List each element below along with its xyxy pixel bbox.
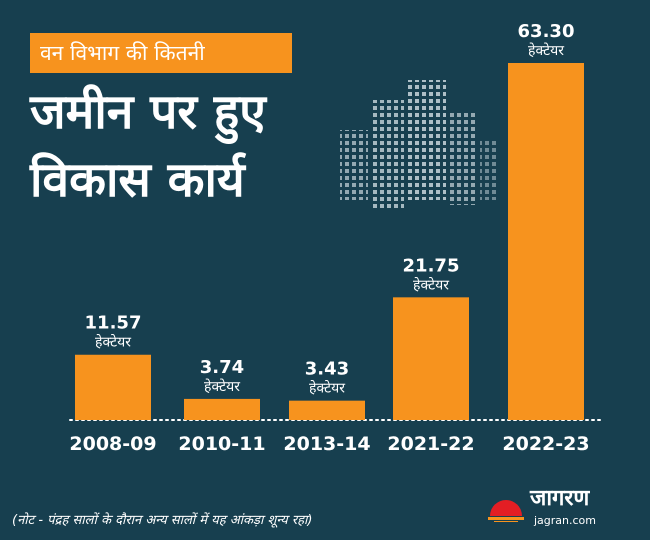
bar-2010-11 bbox=[184, 398, 260, 420]
logo-sun-icon bbox=[488, 500, 524, 522]
bar-value-label: 3.43 bbox=[305, 359, 349, 380]
title-line-1: जमीन पर हुए bbox=[30, 84, 266, 140]
bar-value-label: 11.57 bbox=[85, 313, 142, 334]
subtitle-box: वन विभाग की कितनी bbox=[30, 33, 292, 73]
bar-value-label: 63.30 bbox=[518, 21, 575, 42]
bar-value-label: 21.75 bbox=[403, 255, 460, 276]
bar-unit-label: हेक्टेयर bbox=[204, 378, 240, 395]
bar-unit-label: हेक्टेयर bbox=[309, 380, 345, 397]
logo-name: जागरण bbox=[530, 486, 590, 511]
x-tick-label: 2021-22 bbox=[387, 433, 474, 455]
bar-unit-label: हेक्टेयर bbox=[528, 42, 564, 59]
bar-2022-23 bbox=[508, 63, 584, 420]
bar-2013-14 bbox=[289, 400, 365, 420]
footnote: (नोट - पंद्रह सालों के दौरान अन्य सालों … bbox=[12, 513, 313, 528]
city-buildings-icon bbox=[340, 80, 496, 210]
bar-2008-09 bbox=[75, 354, 151, 420]
logo-url: jagran.com bbox=[534, 514, 597, 527]
bar-value-label: 3.74 bbox=[200, 357, 244, 378]
subtitle: वन विभाग की कितनी bbox=[40, 41, 205, 65]
x-tick-label: 2022-23 bbox=[502, 433, 589, 455]
x-tick-label: 2013-14 bbox=[283, 433, 370, 455]
jagran-logo: जागरण jagran.com bbox=[486, 488, 636, 532]
bar-2021-22 bbox=[393, 297, 469, 420]
x-tick-label: 2008-09 bbox=[69, 433, 156, 455]
x-tick-label: 2010-11 bbox=[178, 433, 265, 455]
bar-unit-label: हेक्टेयर bbox=[95, 334, 131, 351]
title-line-2: विकास कार्य bbox=[30, 152, 245, 208]
bar-unit-label: हेक्टेयर bbox=[413, 276, 449, 293]
